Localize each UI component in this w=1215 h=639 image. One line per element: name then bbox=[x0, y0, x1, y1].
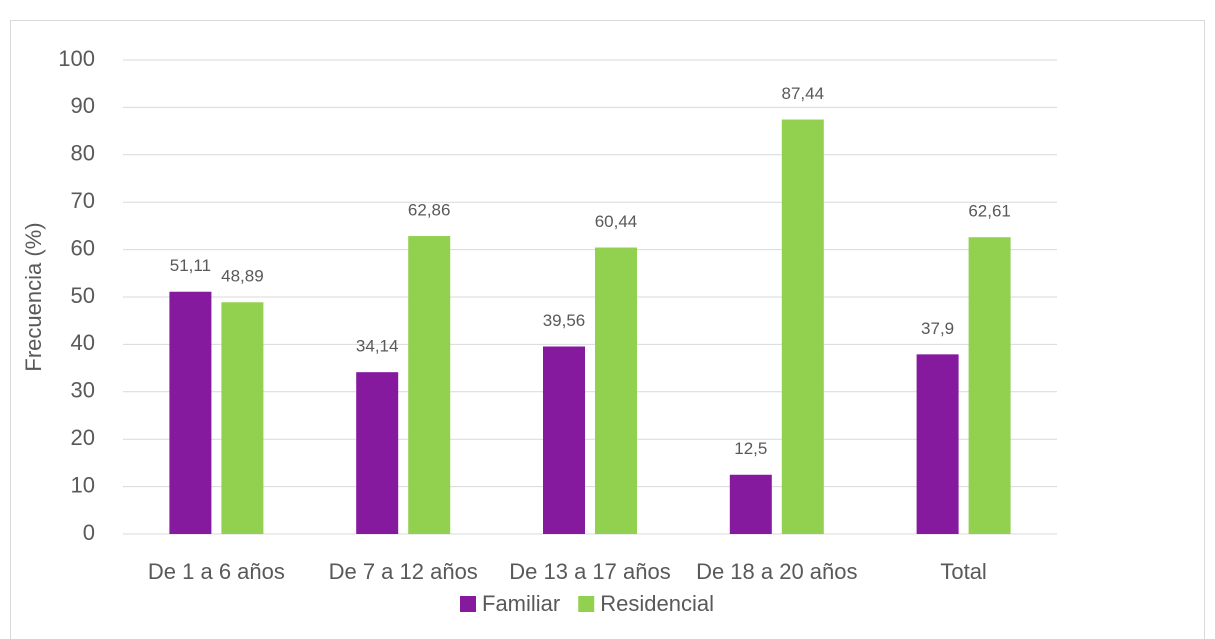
x-tick-label: De 18 a 20 años bbox=[696, 559, 857, 584]
value-label: 60,44 bbox=[595, 212, 638, 231]
bar bbox=[408, 236, 451, 535]
legend-label: Residencial bbox=[600, 591, 714, 616]
legend-swatch bbox=[460, 596, 476, 612]
value-label: 34,14 bbox=[356, 337, 399, 356]
value-label: 12,5 bbox=[734, 439, 767, 458]
x-tick-label: De 1 a 6 años bbox=[148, 559, 285, 584]
bar bbox=[356, 372, 399, 534]
chart-frame bbox=[10, 20, 1205, 639]
value-label: 37,9 bbox=[921, 319, 954, 338]
y-tick-label: 50 bbox=[71, 283, 95, 308]
y-tick-label: 60 bbox=[71, 235, 95, 260]
value-label: 51,11 bbox=[170, 256, 211, 275]
bar bbox=[729, 474, 772, 534]
x-tick-label: Total bbox=[940, 559, 986, 584]
y-tick-label: 0 bbox=[83, 520, 95, 545]
value-label: 48,89 bbox=[221, 267, 264, 286]
y-tick-label: 70 bbox=[71, 188, 95, 213]
bar bbox=[781, 119, 824, 535]
bar bbox=[221, 302, 264, 534]
bar bbox=[916, 354, 959, 534]
x-tick-label: De 7 a 12 años bbox=[329, 559, 478, 584]
bar bbox=[595, 247, 637, 534]
y-tick-label: 20 bbox=[71, 425, 95, 450]
x-tick-label: De 13 a 17 años bbox=[509, 559, 670, 584]
y-tick-label: 80 bbox=[71, 141, 95, 166]
y-tick-label: 100 bbox=[58, 46, 95, 71]
value-label: 62,86 bbox=[408, 201, 451, 220]
bar bbox=[543, 346, 585, 534]
y-tick-label: 90 bbox=[71, 93, 95, 118]
value-label: 62,61 bbox=[968, 202, 1011, 221]
y-tick-label: 40 bbox=[71, 330, 95, 355]
value-label: 87,44 bbox=[782, 84, 825, 103]
y-tick-label: 10 bbox=[71, 472, 95, 497]
value-label: 39,56 bbox=[543, 311, 586, 330]
y-tick-label: 30 bbox=[71, 378, 95, 403]
bar bbox=[169, 291, 212, 534]
y-axis-title: Frecuencia (%) bbox=[21, 222, 46, 371]
bar bbox=[968, 237, 1011, 534]
legend-label: Familiar bbox=[482, 591, 560, 616]
legend-swatch bbox=[578, 596, 595, 612]
